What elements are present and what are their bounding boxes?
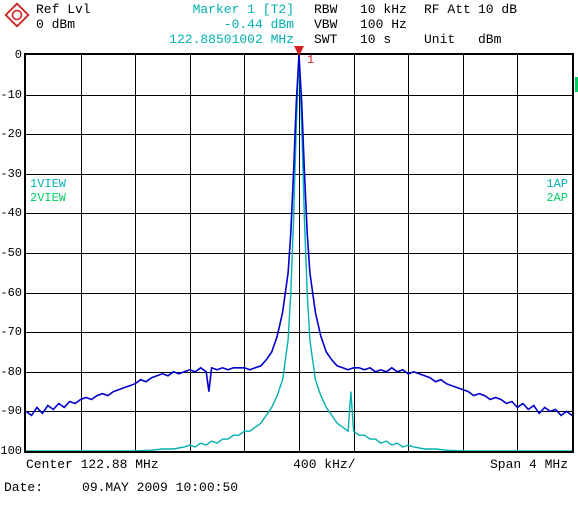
date-value: 09.MAY 2009 10:00:50 [82, 480, 238, 495]
date-label: Date: [4, 480, 43, 495]
params-block: RBW 10 kHz RF Att 10 dB VBW 100 Hz SWT 1… [314, 2, 574, 47]
span-label: Span 4 MHz [490, 457, 568, 472]
vbw-label: VBW [314, 17, 354, 32]
ytick-label: -10 [0, 88, 22, 102]
rbw-label: RBW [314, 2, 354, 17]
vbw-value: 100 Hz [360, 17, 418, 32]
marker-label: Marker 1 [T2] [91, 2, 294, 17]
plot[interactable]: A 1VIEW 2VIEW 1AP 2AP 10-10-20-30-40-50-… [24, 53, 574, 453]
xdiv-label: 400 kHz/ [293, 457, 355, 472]
footer: Center 122.88 MHz 400 kHz/ Span 4 MHz [24, 455, 570, 474]
date-row: Date: 09.MAY 2009 10:00:50 [0, 480, 578, 495]
view2-label: 2VIEW [30, 191, 66, 205]
rbw-value: 10 kHz [360, 2, 418, 17]
ap2-label: 2AP [546, 191, 568, 205]
grid-line-horizontal [26, 95, 572, 96]
grid-line-horizontal [26, 134, 572, 135]
view1-label: 1VIEW [30, 177, 66, 191]
ap1-label: 1AP [546, 177, 568, 191]
ytick-label: -60 [0, 286, 22, 300]
ytick-label: -40 [0, 206, 22, 220]
grid-line-horizontal [26, 332, 572, 333]
marker-number-label: 1 [307, 53, 314, 67]
ytick-label: -20 [0, 127, 22, 141]
center-freq-label: Center 122.88 MHz [26, 457, 159, 472]
ytick-label: 0 [15, 48, 22, 62]
grid-line-horizontal [26, 253, 572, 254]
ref-level-block: Ref Lvl 0 dBm [36, 2, 91, 32]
rs-logo-icon [4, 2, 30, 28]
grid-line-horizontal [26, 293, 572, 294]
ytick-label: -30 [0, 167, 22, 181]
ytick-label: -100 [0, 444, 22, 458]
header: Ref Lvl 0 dBm Marker 1 [T2] -0.44 dBm 12… [0, 0, 578, 49]
grid-line-horizontal [26, 213, 572, 214]
ytick-label: -70 [0, 325, 22, 339]
ref-level-value: 0 dBm [36, 17, 91, 32]
swt-label: SWT [314, 32, 354, 47]
ytick-label: -50 [0, 246, 22, 260]
grid-line-horizontal [26, 174, 572, 175]
marker-value: -0.44 dBm [91, 17, 294, 32]
ref-level-label: Ref Lvl [36, 2, 91, 17]
marker-freq: 122.88501002 MHz [91, 32, 294, 47]
rf-att-value: 10 dB [478, 2, 518, 17]
rf-att-label: RF Att [424, 2, 472, 17]
unit-value: dBm [478, 32, 518, 47]
grid-line-horizontal [26, 411, 572, 412]
chart-area: A 1VIEW 2VIEW 1AP 2AP 10-10-20-30-40-50-… [4, 53, 574, 453]
unit-label: Unit [424, 32, 472, 47]
ytick-label: -80 [0, 365, 22, 379]
ytick-label: -90 [0, 404, 22, 418]
marker-block: Marker 1 [T2] -0.44 dBm 122.88501002 MHz [91, 2, 314, 47]
grid-line-horizontal [26, 372, 572, 373]
swt-value: 10 s [360, 32, 418, 47]
